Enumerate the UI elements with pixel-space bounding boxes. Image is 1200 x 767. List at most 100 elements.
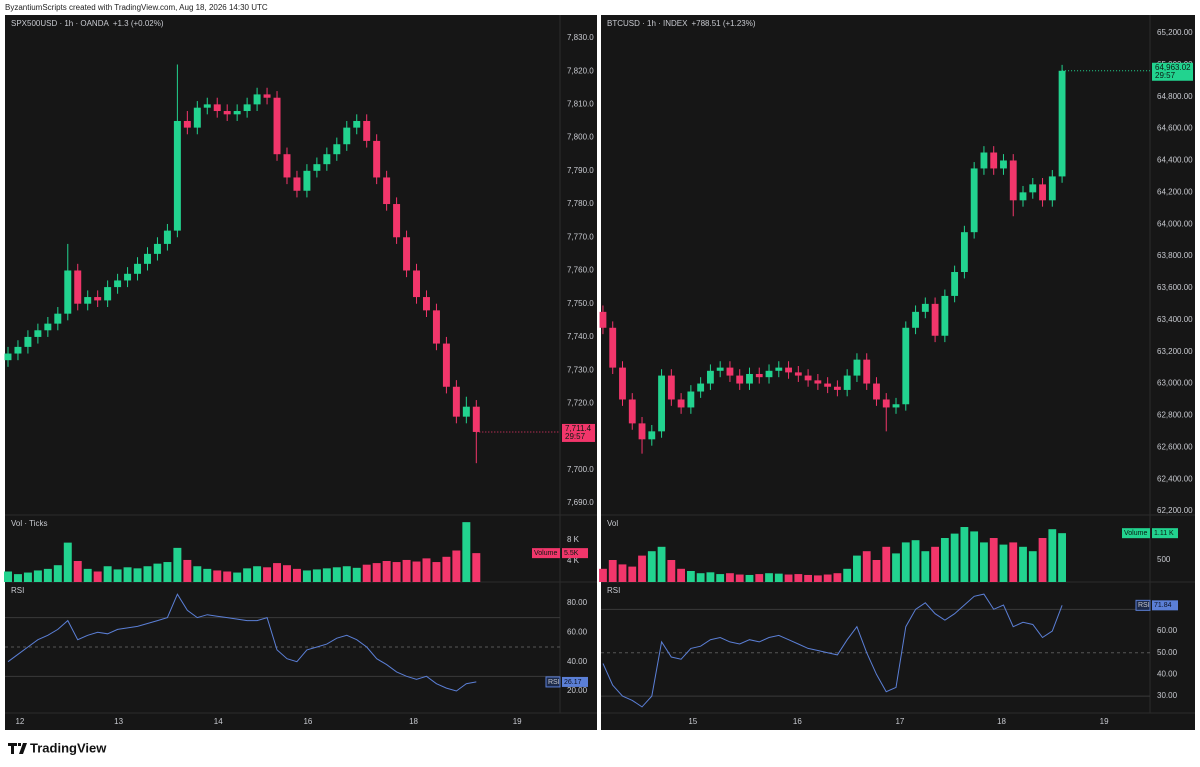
candle-body	[775, 367, 783, 371]
candle-body	[143, 253, 151, 264]
candle-body	[363, 120, 371, 141]
candle-body	[343, 127, 351, 145]
candle-body	[619, 367, 626, 400]
candle-body	[163, 230, 171, 244]
volume-bar	[193, 566, 202, 582]
y-tick-label: 62,200.00	[1157, 506, 1193, 515]
change: +788.51 (+1.23%)	[691, 19, 755, 28]
volume-bar	[599, 568, 607, 582]
y-tick-label: 7,800.0	[567, 133, 594, 142]
brand-logo: TradingView	[8, 740, 107, 755]
volume-bar	[989, 538, 998, 582]
candle-body	[422, 297, 430, 311]
volume-bar	[263, 567, 272, 582]
candle-body	[1039, 184, 1046, 201]
y-tick-label: 64,800.00	[1157, 92, 1193, 101]
volume-bar	[143, 566, 152, 582]
volume-tag: Volume	[1124, 530, 1147, 537]
y-tick-label: 64,600.00	[1157, 124, 1193, 133]
x-tick-label: 16	[793, 717, 802, 726]
volume-tick-label: 500	[1157, 555, 1171, 564]
candle-body	[677, 399, 685, 408]
candle-body	[765, 370, 773, 378]
y-tick-label: 63,600.00	[1157, 283, 1193, 292]
candle-body	[14, 346, 22, 354]
volume-bar	[1019, 546, 1027, 582]
candle-body	[697, 383, 705, 392]
volume-bar	[223, 571, 232, 582]
candle-body	[84, 297, 92, 304]
volume-label: 1.11 K	[1154, 530, 1174, 537]
candle-body	[253, 94, 261, 105]
y-tick-label: 62,400.00	[1157, 474, 1193, 483]
candle-body	[273, 97, 281, 155]
volume-title: Vol	[607, 519, 618, 528]
volume-bar	[608, 560, 617, 582]
volume-bar	[133, 568, 142, 582]
rsi-tick-label: 40.00	[1157, 670, 1178, 679]
candle-body	[863, 359, 871, 384]
volume-bar	[745, 574, 754, 582]
volume-bar	[774, 573, 783, 582]
candle-body	[628, 399, 636, 424]
candle-body	[902, 327, 910, 405]
candle-body	[638, 423, 646, 440]
volume-bar	[726, 573, 734, 582]
volume-bar	[882, 546, 891, 582]
volume-bar	[213, 570, 222, 582]
candle-body	[609, 327, 617, 368]
candle-body	[1019, 192, 1027, 201]
y-tick-label: 7,740.0	[567, 332, 594, 341]
candle-body	[213, 104, 221, 112]
x-tick-label: 18	[409, 717, 418, 726]
rsi-tick-label: 80.00	[567, 598, 588, 607]
volume-tick-label: 8 K	[567, 535, 580, 544]
x-tick-label: 17	[895, 717, 904, 726]
volume-label-box	[1152, 528, 1178, 539]
candle-body	[882, 399, 890, 408]
rsi-label-box	[1152, 600, 1178, 611]
y-tick-label: 7,690.0	[567, 498, 594, 507]
volume-bar	[970, 531, 979, 582]
change: +1.3 (+0.02%)	[113, 19, 164, 28]
candle-body	[313, 164, 321, 171]
candle-body	[203, 104, 211, 108]
countdown: 29:57	[1155, 71, 1176, 80]
x-tick-label: 15	[688, 717, 697, 726]
candle-body	[980, 152, 988, 169]
candle-body	[1058, 70, 1066, 177]
volume-bar	[113, 569, 122, 582]
volume-bar	[950, 533, 959, 582]
volume-bar	[352, 567, 361, 582]
volume-bar	[183, 559, 192, 582]
y-tick-label: 64,400.00	[1157, 156, 1193, 165]
rsi-label: 26.17	[564, 679, 582, 686]
y-tick-label: 7,780.0	[567, 199, 594, 208]
volume-tag-box	[532, 548, 560, 559]
volume-bar	[312, 569, 321, 582]
volume-bar	[755, 574, 764, 582]
candle-body	[824, 383, 832, 387]
volume-bar	[667, 560, 676, 582]
candle-body	[4, 353, 12, 361]
volume-bar	[173, 547, 182, 582]
y-tick-label: 63,400.00	[1157, 315, 1193, 324]
volume-bar	[63, 542, 72, 582]
price-label: 64,963.02	[1155, 63, 1191, 72]
candle-body	[873, 383, 880, 400]
volume-bar	[103, 566, 112, 582]
volume-bar	[73, 561, 82, 582]
volume-bar	[921, 551, 930, 582]
rsi-tick-label: 40.00	[567, 657, 588, 666]
y-tick-label: 65,200.00	[1157, 28, 1193, 37]
candle-body	[134, 263, 142, 274]
rsi-tag: RSI	[548, 679, 560, 686]
candle-body	[333, 144, 341, 155]
volume-bar	[362, 564, 371, 582]
candle-body	[114, 280, 122, 288]
candle-body	[921, 303, 929, 312]
volume-bar	[243, 568, 252, 582]
volume-bar	[638, 555, 646, 582]
candle-body	[736, 375, 744, 384]
